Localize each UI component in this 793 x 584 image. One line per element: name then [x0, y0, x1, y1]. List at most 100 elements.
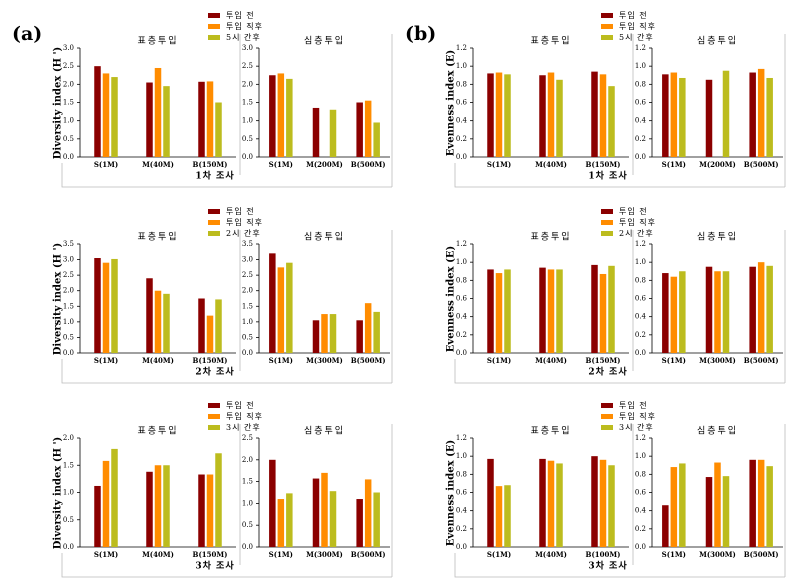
legend-swatch — [601, 209, 613, 214]
x-tick-label: S(1M) — [487, 160, 511, 169]
y-tick-label: 0.4 — [635, 313, 647, 321]
y-tick-label: 3.0 — [242, 256, 253, 264]
bar — [705, 477, 713, 547]
y-tick-label: 1.2 — [456, 240, 467, 248]
bar — [722, 70, 730, 157]
bar — [705, 79, 713, 157]
bar — [198, 298, 205, 353]
bar — [277, 73, 285, 157]
y-tick-label: 1.5 — [63, 99, 74, 107]
x-tick-label: S(1M) — [487, 550, 511, 559]
y-tick-label: 0.0 — [242, 543, 253, 551]
y-tick-label: 0.6 — [635, 489, 647, 497]
legend-label: 투입 전 — [619, 206, 648, 216]
frame — [454, 34, 786, 188]
y-tick-label: 3.5 — [63, 240, 74, 248]
y-tick-label: 0.4 — [456, 313, 468, 321]
y-tick-label: 0.6 — [456, 489, 468, 497]
y-tick-label: 0.2 — [456, 525, 467, 533]
y-tick-label: 2.5 — [242, 271, 253, 279]
bar — [487, 269, 494, 353]
bar — [504, 269, 511, 353]
footer-label: 3차 조사 — [588, 560, 627, 572]
bar — [146, 82, 153, 157]
panel-label: (b) — [405, 23, 436, 45]
bar — [766, 77, 773, 157]
bar — [111, 258, 118, 353]
bar — [714, 271, 721, 353]
x-tick-label: S(1M) — [269, 550, 293, 559]
x-tick-label: B(150M) — [193, 356, 228, 365]
y-axis-label: Diversity index (H ') — [53, 243, 64, 356]
x-tick-label: M(300M) — [306, 356, 343, 365]
x-tick-label: B(150M) — [193, 160, 228, 169]
bar — [608, 465, 615, 547]
bar — [329, 491, 337, 547]
bar — [286, 493, 293, 547]
y-tick-label: 1.5 — [63, 461, 74, 469]
legend-swatch — [601, 35, 613, 40]
y-tick-label: 2.5 — [242, 434, 253, 442]
y-tick-label: 0.5 — [63, 516, 74, 524]
x-tick-label: S(1M) — [269, 160, 293, 169]
bar — [495, 273, 503, 353]
legend-swatch — [601, 13, 613, 18]
bar — [679, 271, 686, 353]
y-tick-label: 1.0 — [242, 499, 253, 507]
x-tick-label: M(40M) — [535, 356, 567, 365]
x-tick-label: S(1M) — [94, 160, 118, 169]
bar — [547, 460, 555, 547]
bar — [539, 458, 546, 547]
legend-swatch — [208, 414, 220, 419]
bar — [556, 463, 563, 547]
bar — [215, 102, 222, 157]
bar — [547, 269, 555, 353]
bar — [757, 459, 765, 547]
x-tick-label: M(300M) — [306, 550, 343, 559]
legend-swatch — [601, 425, 613, 430]
bar — [608, 86, 615, 157]
bar — [146, 278, 153, 353]
bar — [286, 78, 293, 157]
bar — [373, 311, 380, 353]
legend-swatch — [208, 425, 220, 430]
x-tick-label: B(150M) — [586, 356, 621, 365]
legend-label: 2시 간후 — [226, 228, 261, 238]
bar — [321, 472, 328, 547]
y-tick-label: 0.2 — [635, 525, 646, 533]
footer-label: 1차 조사 — [588, 170, 627, 182]
y-tick-label: 1.2 — [635, 240, 646, 248]
bar — [154, 465, 162, 547]
subplot-title: 표층투입 — [137, 231, 178, 243]
y-tick-label: 1.2 — [456, 44, 467, 52]
bar — [111, 448, 118, 547]
bar — [102, 73, 110, 157]
bar — [329, 109, 337, 157]
y-tick-label: 0.5 — [63, 135, 74, 143]
y-tick-label: 0.2 — [456, 331, 467, 339]
x-tick-label: S(1M) — [94, 356, 118, 365]
y-tick-label: 0.5 — [242, 135, 253, 143]
x-tick-label: M(40M) — [535, 550, 567, 559]
bar — [364, 479, 372, 547]
footer-label: 2차 조사 — [588, 366, 627, 378]
y-tick-label: 0.0 — [242, 153, 253, 161]
bar — [487, 73, 494, 157]
bar — [749, 266, 756, 353]
legend-label: 투입 직후 — [226, 411, 263, 421]
bar — [163, 465, 170, 547]
bar — [198, 81, 205, 157]
y-tick-label: 0.0 — [242, 349, 253, 357]
bar — [269, 75, 276, 157]
x-tick-label: B(500M) — [351, 356, 386, 365]
legend-swatch — [208, 13, 220, 18]
bar — [705, 266, 713, 353]
bar — [749, 72, 756, 157]
x-tick-label: S(1M) — [662, 550, 686, 559]
bar — [487, 458, 494, 547]
legend-label: 투입 직후 — [226, 21, 263, 31]
legend-swatch — [601, 414, 613, 419]
subplot-title: 표층투입 — [530, 425, 571, 437]
legend-label: 투입 직후 — [619, 217, 656, 227]
subplot-title: 심층투입 — [697, 425, 738, 437]
